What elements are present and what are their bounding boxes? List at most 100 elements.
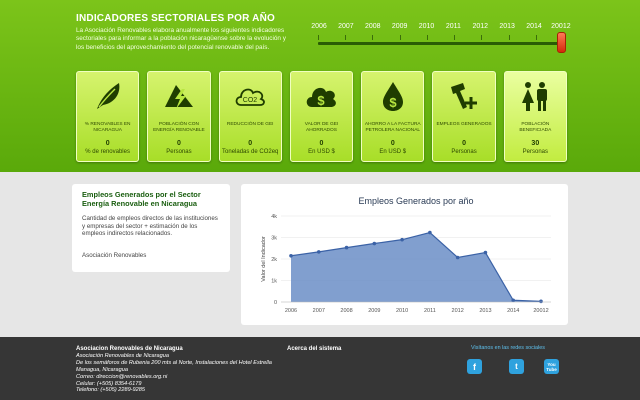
indicator-card-oil-savings[interactable]: $ AHORRO A LA FACTURA PETROLERA NACIONAL… [361,71,425,162]
header-band: INDICADORES SECTORIALES POR AÑO La Asoci… [0,0,640,172]
page-description: La Asociación Renovables elabora anualme… [76,27,286,51]
data-point [539,299,543,304]
x-tick-label: 2012 [452,308,464,314]
x-tick-label: 2007 [313,308,325,314]
year-label[interactable]: 2009 [391,23,408,30]
card-unit: Toneladas de CO2eq [222,149,279,155]
indicator-card-population-energy[interactable]: POBLACIÓN CON ENERGÍA RENOVABLE 0 Person… [147,71,211,162]
card-unit: % de renovables [85,149,130,155]
x-tick-label: 2009 [368,308,380,314]
data-point [511,298,516,303]
card-value: 0 [390,140,395,147]
svg-text:$: $ [318,93,326,108]
jobs-area-chart: Empleos Generados por año 0 1k 2k 3k 4k Valor … [261,196,551,314]
indicator-card-jobs[interactable]: EMPLEOS GENERADOS 0 Personas [432,71,496,162]
dollar-cloud-icon: $ [307,87,337,108]
year-label[interactable]: 2006 [311,23,327,30]
year-label[interactable]: 2008 [364,23,381,30]
youtube-icon[interactable]: You Tube [544,359,559,374]
year-label[interactable]: 2007 [338,23,354,30]
year-slider-handle[interactable] [557,32,566,53]
y-tick-label: 3k [271,236,277,242]
indicator-card-ghg-reduction[interactable]: CO2 REDUCCIÓN DE GEI 0 Toneladas de CO2e… [218,71,282,162]
year-label[interactable]: 2012 [472,23,489,30]
footer-line: Celular: (+505) 8354-6179 [76,380,142,387]
x-tick-label: 2013 [479,308,491,314]
indicator-card-population-benefited[interactable]: POBLACIÓN BENEFICIADA 30 Personas [503,71,567,162]
card-label: POBLACIÓN CON ENERGÍA RENOVABLE [153,122,205,133]
footer-line: Correo: direccion@renovables.org.ni [76,373,168,380]
panel-title: Empleos Generados por el Sector Energía … [82,190,201,208]
facebook-icon[interactable]: f [467,359,482,374]
card-unit: Personas [451,149,477,155]
lightning-icon [164,84,193,109]
card-value: 0 [176,140,181,147]
x-tick-label: 2006 [285,308,297,314]
footer-org-name: Asociacion Renovables de Nicaragua [76,346,183,352]
card-label: VALOR DE GEI AHORRADOS [304,122,339,133]
x-tick-label: 20012 [533,308,548,314]
x-tick-label: 2014 [507,308,519,314]
year-label[interactable]: 2013 [499,23,515,30]
footer-line: Telefono: (+505) 2289-9285 [76,387,145,394]
footer-line: Asociación Renovables de Nicaragua [76,352,169,359]
card-unit: En USD $ [379,149,407,155]
year-label[interactable]: 2014 [526,23,542,30]
card-value: 30 [531,140,540,147]
svg-text:$: $ [389,95,397,110]
year-slider-track[interactable] [318,42,564,45]
card-value: 0 [248,140,253,147]
y-tick-label: 1k [271,279,277,285]
indicator-cards: % RENOVABLES EN NICARAGUA 0 % de renovab… [76,71,567,162]
data-point [400,237,404,242]
data-point [372,241,377,246]
card-unit: Personas [166,149,192,155]
data-point [483,250,488,255]
about-system-link[interactable]: Acerca del sistema [287,346,342,352]
hammer-plus-icon [451,82,478,109]
chart-title: Empleos Generados por año [358,196,473,206]
panel-description: Cantidad de empleos directos de las inst… [82,215,218,238]
year-label[interactable]: 2010 [418,23,435,30]
panel-source: Asociación Renovables [82,252,147,259]
card-value: 0 [105,140,110,147]
y-tick-label: 2k [271,257,277,263]
card-unit: Personas [522,149,548,155]
footer: Asociacion Renovables de Nicaragua Asoci… [0,337,640,400]
x-tick-label: 2011 [424,308,436,314]
x-tick-label: 2008 [340,308,352,314]
y-tick-label: 4k [271,214,277,220]
data-point [344,245,349,250]
footer-contact: Asociacion Renovables de Nicaragua Asoci… [76,346,272,394]
indicator-card-renewables[interactable]: % RENOVABLES EN NICARAGUA 0 % de renovab… [76,71,140,162]
data-point [316,250,321,254]
year-slider-ticks [318,35,564,41]
people-icon [522,81,548,111]
card-unit: En USD $ [308,149,335,155]
social-title: Visítanos en las redes sociales [471,345,545,351]
page-title: INDICADORES SECTORIALES POR AÑO [76,13,275,24]
data-point [455,255,460,260]
card-label: EMPLEOS GENERADOS [436,122,492,127]
co2-label: CO2 [243,97,258,104]
card-label: REDUCCIÓN DE GEI [226,122,274,127]
data-point [289,253,293,258]
series-line [290,231,542,302]
data-point [428,230,432,235]
leaf-icon [96,82,120,109]
card-value: 0 [462,140,466,147]
indicator-info-panel: Empleos Generados por el Sector Energía … [72,184,230,272]
card-label: % RENOVABLES EN NICARAGUA [84,122,131,133]
chart-container: Empleos Generados por año 0 1k 2k 3k 4k Valor … [241,184,568,325]
footer-line: Managua, Nicaragua [76,366,128,373]
twitter-icon[interactable]: t [509,359,524,374]
y-tick-label: 0 [274,300,277,306]
indicator-card-ghg-value[interactable]: $ VALOR DE GEI AHORRADOS 0 En USD $ [289,71,354,162]
area-fill [291,232,541,302]
y-axis-label: Valor del Indicador [261,236,267,282]
dollar-drop-icon: $ [382,81,403,111]
year-label[interactable]: 2011 [445,23,461,30]
card-label: AHORRO A LA FACTURA PETROLERA NACIONAL [364,122,421,133]
year-label[interactable]: 20012 [551,23,571,30]
x-tick-label: 2010 [396,308,408,314]
